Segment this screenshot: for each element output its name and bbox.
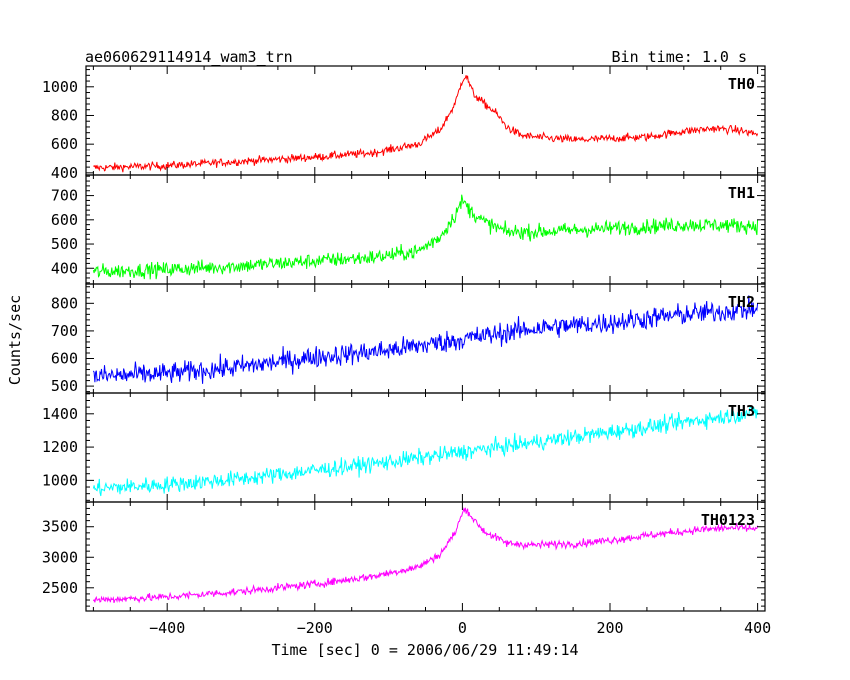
panel-label-th2: TH2 <box>728 293 755 311</box>
y-tick-label-th0123: 3500 <box>42 518 78 536</box>
panel-th1: 400 500 600 700 TH1 <box>51 174 766 285</box>
bin-time-label: Bin time: 1.0 s <box>612 48 747 66</box>
x-tick-label: 400 <box>744 619 771 637</box>
y-tick-label-th2: 500 <box>51 377 78 395</box>
y-tick-label-th2: 800 <box>51 294 78 312</box>
x-tick-label: 0 <box>458 619 467 637</box>
y-tick-label-th1: 600 <box>51 211 78 229</box>
series-line-th3 <box>92 406 759 497</box>
y-tick-label-th0: 800 <box>51 106 78 124</box>
panel-label-th1: TH1 <box>728 184 755 202</box>
panels-group: 400 600 800 1000 TH0 400 500 600 700 TH1 500 600 700… <box>42 65 771 637</box>
y-axis-label: Counts/sec <box>6 295 24 385</box>
panel-label-th0123: TH0123 <box>701 511 755 529</box>
y-tick-label-th0123: 3000 <box>42 548 78 566</box>
y-tick-label-th3: 1400 <box>42 405 78 423</box>
y-tick-label-th0: 1000 <box>42 78 78 96</box>
panel-th0: 400 600 800 1000 TH0 <box>42 65 766 182</box>
panel-th3: 1000 1200 1400 TH3 <box>42 392 766 503</box>
panel-frame-th2 <box>85 283 766 394</box>
y-tick-label-th3: 1000 <box>42 471 78 489</box>
y-tick-label-th2: 700 <box>51 322 78 340</box>
panel-th0123: 2500 3000 3500 TH0123 <box>42 501 766 612</box>
panel-th2: 500 600 700 800 TH2 <box>51 283 766 395</box>
y-tick-label-th2: 600 <box>51 350 78 368</box>
y-tick-label-th0: 600 <box>51 135 78 153</box>
series-line-th2 <box>92 295 759 384</box>
panel-frame-th0 <box>85 65 766 176</box>
y-tick-label-th1: 700 <box>51 187 78 205</box>
chart-title: ae060629114914_wam3_trn <box>85 48 293 66</box>
panel-label-th0: TH0 <box>728 75 755 93</box>
series-line-th0 <box>93 75 759 173</box>
x-tick-label: −400 <box>149 619 185 637</box>
panel-label-th3: TH3 <box>728 402 755 420</box>
series-line-th0123 <box>92 507 759 604</box>
x-tick-label: 200 <box>596 619 623 637</box>
y-tick-label-th0123: 2500 <box>42 579 78 597</box>
y-tick-label-th3: 1200 <box>42 438 78 456</box>
series-line-th1 <box>92 194 759 280</box>
y-tick-label-th0: 400 <box>51 164 78 182</box>
x-tick-label: −200 <box>297 619 333 637</box>
x-axis-label: Time [sec] 0 = 2006/06/29 11:49:14 <box>271 641 578 659</box>
y-tick-label-th1: 400 <box>51 259 78 277</box>
y-tick-label-th1: 500 <box>51 235 78 253</box>
